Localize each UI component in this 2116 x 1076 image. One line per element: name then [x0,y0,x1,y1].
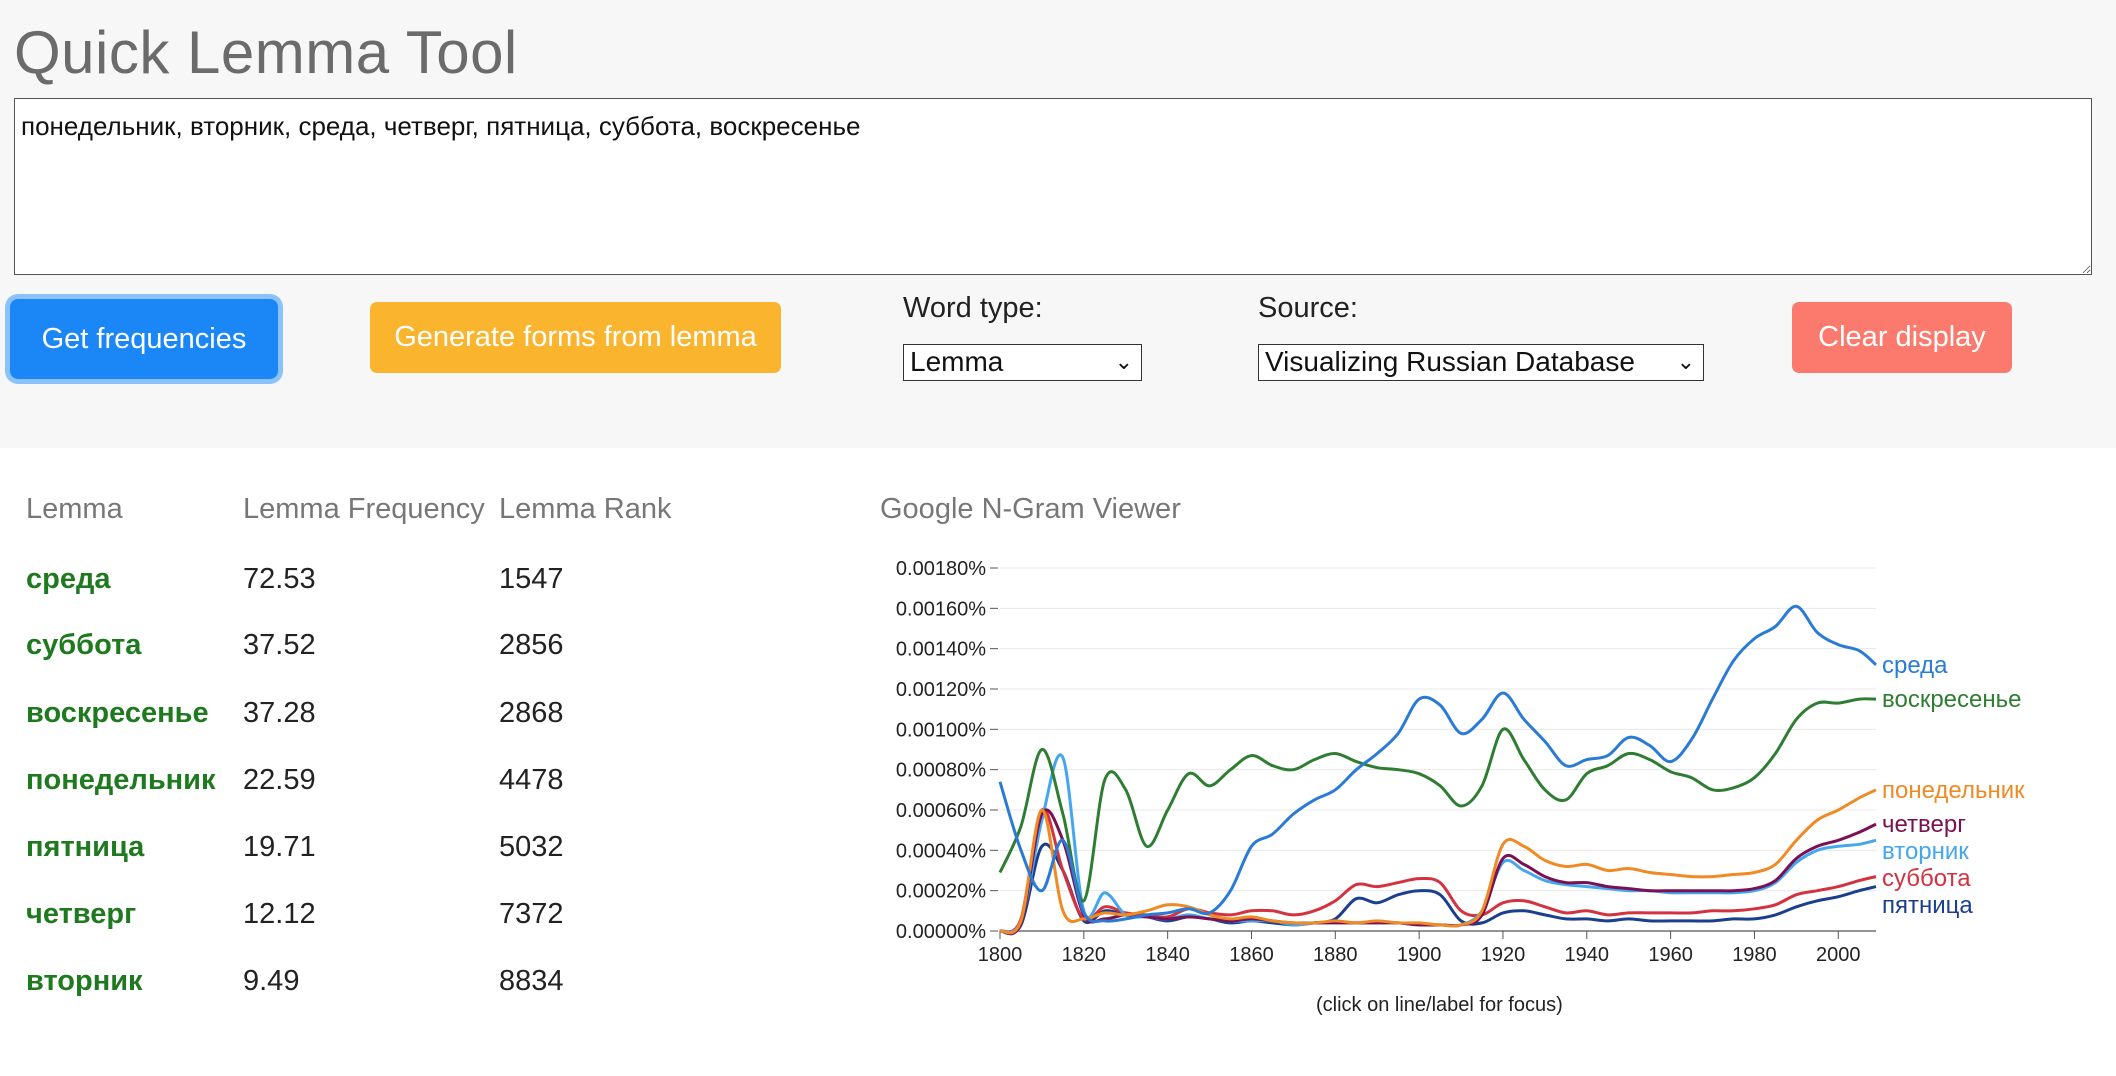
table-row-frequency: 12.12 [243,898,316,930]
table-row-frequency: 72.53 [243,563,316,595]
chevron-down-icon: ⌄ [1676,349,1695,374]
clear-display-button[interactable]: Clear display [1792,302,2012,373]
x-tick-label: 1940 [1565,944,1610,966]
y-tick-label: 0.00120% [896,679,986,701]
chevron-down-icon: ⌄ [1114,349,1133,374]
y-tick-label: 0.00060% [896,800,986,822]
series-line-7[interactable] [999,842,1877,935]
generate-forms-button[interactable]: Generate forms from lemma [370,302,781,373]
series-label[interactable]: пятница [1882,892,1973,919]
chart-focus-note: (click on line/label for focus) [1316,994,1563,1016]
source-label: Source: [1258,292,1358,324]
table-row-frequency: 9.49 [243,965,300,997]
rank-column-header: Lemma Rank [499,493,672,525]
y-tick-label: 0.00100% [896,719,986,741]
table-row-frequency: 22.59 [243,764,316,796]
x-tick-label: 1880 [1313,944,1358,966]
table-row-rank: 2856 [499,629,564,661]
x-tick-label: 1980 [1732,944,1777,966]
table-row-lemma[interactable]: суббота [26,629,142,661]
series-label[interactable]: среда [1882,652,1948,679]
frequency-column-header: Lemma Frequency [243,493,485,525]
series-line-1[interactable] [998,604,1878,924]
table-row-frequency: 37.52 [243,629,316,661]
lemma-query-input[interactable]: понедельник, вторник, среда, четверг, пя… [14,98,2092,275]
y-tick-label: 0.00000% [896,921,986,943]
table-row-lemma[interactable]: понедельник [26,764,216,796]
series-line-3[interactable] [999,788,1877,935]
table-row-frequency: 37.28 [243,697,316,729]
x-tick-label: 1960 [1648,944,1693,966]
x-tick-label: 2000 [1816,944,1861,966]
table-row-rank: 2868 [499,697,564,729]
series-label[interactable]: четверг [1882,811,1966,838]
series-label[interactable]: воскресенье [1882,686,2021,713]
ngram-chart-title: Google N-Gram Viewer [880,493,1181,525]
ngram-chart[interactable]: 0.00000% 0.00020% 0.00040% 0.00060% 0.00080%… [870,540,2050,990]
lemma-column-header: Lemma [26,493,123,525]
x-tick-label: 1900 [1397,944,1442,966]
y-tick-label: 0.00160% [896,598,986,620]
source-select[interactable]: Visualizing Russian Database ⌄ [1258,344,1704,381]
series-line-5[interactable] [999,753,1877,934]
table-row-lemma[interactable]: четверг [26,898,137,930]
series-label[interactable]: вторник [1882,838,1969,865]
table-row-lemma[interactable]: среда [26,563,111,595]
x-tick-label: 1820 [1062,944,1107,966]
table-row-lemma[interactable]: пятница [26,831,145,863]
source-value: Visualizing Russian Database [1265,346,1635,377]
series-label[interactable]: суббота [1882,865,1971,892]
table-row-lemma[interactable]: воскресенье [26,697,209,729]
y-tick-label: 0.00140% [896,639,986,661]
app-title: Quick Lemma Tool [14,19,518,86]
x-tick-label: 1860 [1229,944,1274,966]
y-tick-label: 0.00080% [896,760,986,782]
series-line-2[interactable] [998,697,1877,903]
y-tick-label: 0.00020% [896,881,986,903]
table-row-rank: 1547 [499,563,564,595]
y-tick-label: 0.00040% [896,840,986,862]
table-row-rank: 4478 [499,764,564,796]
x-tick-label: 1920 [1481,944,1526,966]
x-tick-label: 1840 [1145,944,1190,966]
x-tick-label: 1800 [978,944,1023,966]
table-row-lemma[interactable]: вторник [26,965,143,997]
table-row-frequency: 19.71 [243,831,316,863]
word-type-select[interactable]: Lemma ⌄ [903,344,1142,381]
table-row-rank: 7372 [499,898,564,930]
table-row-rank: 8834 [499,965,564,997]
word-type-label: Word type: [903,292,1043,324]
word-type-value: Lemma [910,346,1004,377]
series-label[interactable]: понедельник [1882,777,2025,804]
table-row-rank: 5032 [499,831,564,863]
y-tick-label: 0.00180% [896,558,986,580]
get-frequencies-button[interactable]: Get frequencies [10,299,278,379]
